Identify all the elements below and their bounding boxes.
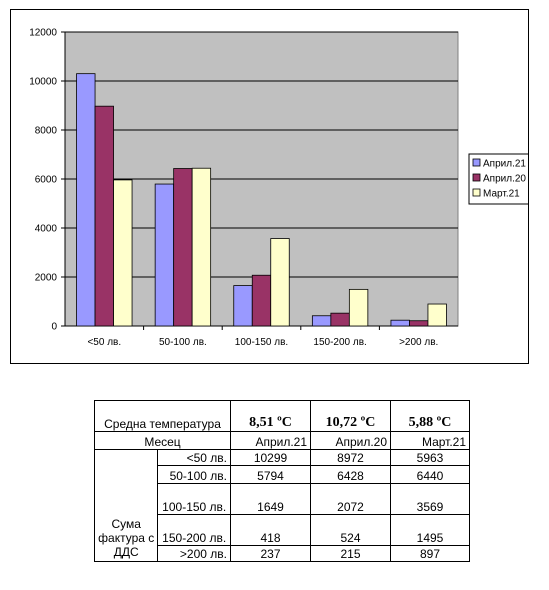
bar — [94, 105, 114, 327]
value-cell: 10299 — [230, 449, 311, 466]
bar — [76, 73, 96, 327]
value-cell: 6428 — [310, 465, 391, 484]
y-tick-label: 2000 — [35, 273, 58, 284]
legend-swatch — [472, 173, 481, 182]
x-tick-label: 150-200 лв. — [313, 337, 366, 348]
temp-cell: 5,88 ºC — [390, 400, 470, 432]
table-row: 50-100 лв. 5794 6428 6440 — [95, 465, 470, 484]
value-cell: 215 — [310, 545, 391, 562]
legend-label: Април.21 — [483, 159, 526, 170]
table-row: 150-200 лв. 418 524 1495 — [95, 514, 470, 546]
y-tick-label: 4000 — [35, 224, 58, 235]
row-label: <50 лв. — [157, 449, 231, 466]
bar — [154, 183, 175, 327]
value-cell: 897 — [390, 545, 470, 562]
month-cell: Март.21 — [390, 431, 470, 450]
legend-label: Април.20 — [483, 174, 526, 185]
data-table: Средна температура 8,51 ºC 10,72 ºC 5,88… — [93, 400, 470, 562]
x-tick-label: >200 лв. — [399, 337, 438, 348]
bar — [173, 168, 193, 327]
bar — [113, 179, 133, 327]
y-tick-label: 10000 — [29, 77, 57, 88]
value-cell: 6440 — [390, 465, 470, 484]
month-label-cell: Месец — [94, 431, 231, 450]
temp-cell: 8,51 ºC — [230, 400, 311, 432]
y-tick-label: 0 — [51, 322, 57, 333]
table-row: >200 лв. 237 215 897 — [95, 545, 470, 562]
value-cell: 2072 — [310, 483, 391, 515]
x-tick-label: <50 лв. — [87, 337, 121, 348]
legend-swatch — [472, 188, 481, 197]
bar — [191, 167, 212, 327]
value-cell: 237 — [230, 545, 311, 562]
bar — [427, 303, 447, 327]
table-row: Средна температура 8,51 ºC 10,72 ºC 5,88… — [94, 400, 470, 432]
y-tick-label: 8000 — [35, 126, 58, 137]
row-label: 50-100 лв. — [157, 465, 231, 484]
value-cell: 5963 — [390, 449, 470, 466]
y-tick-label: 12000 — [29, 28, 57, 39]
bar — [233, 285, 253, 327]
value-cell: 1649 — [230, 483, 311, 515]
value-cell: 3569 — [390, 483, 470, 515]
row-label: 100-150 лв. — [157, 483, 231, 515]
bar — [251, 274, 272, 327]
temp-cell: 10,72 ºC — [310, 400, 391, 432]
value-cell: 8972 — [310, 449, 391, 466]
bar-chart: 0 2000 4000 6000 8000 10000 12000 <50 лв. 50-100… — [29, 28, 528, 348]
month-cell: Април.21 — [230, 431, 311, 450]
chart-frame: 0 2000 4000 6000 8000 10000 12000 <50 лв. 50-100… — [10, 9, 529, 364]
value-cell: 418 — [230, 514, 311, 546]
group-label-cell: Сума фактура с ДДС — [93, 449, 159, 562]
x-tick-label: 100-150 лв. — [235, 337, 288, 348]
row-label: >200 лв. — [157, 545, 231, 562]
legend-swatch — [472, 158, 481, 167]
bar — [348, 288, 369, 327]
bar — [330, 312, 350, 327]
y-tick-label: 6000 — [35, 175, 58, 186]
value-cell: 524 — [310, 514, 391, 546]
table-row: Сума фактура с ДДС <50 лв. 10299 8972 59… — [93, 449, 470, 562]
bar — [311, 315, 332, 327]
legend-label: Март.21 — [483, 189, 520, 200]
bar — [270, 238, 290, 327]
temp-label-cell: Средна температура — [94, 400, 231, 432]
table-row: Месец Април.21 Април.20 Март.21 — [94, 431, 470, 450]
bar — [390, 319, 410, 327]
x-tick-label: 50-100 лв. — [159, 337, 207, 348]
month-cell: Април.20 — [310, 431, 391, 450]
row-label: 150-200 лв. — [157, 514, 231, 546]
value-cell: 1495 — [390, 514, 470, 546]
bar — [409, 320, 429, 327]
value-cell: 5794 — [230, 465, 311, 484]
